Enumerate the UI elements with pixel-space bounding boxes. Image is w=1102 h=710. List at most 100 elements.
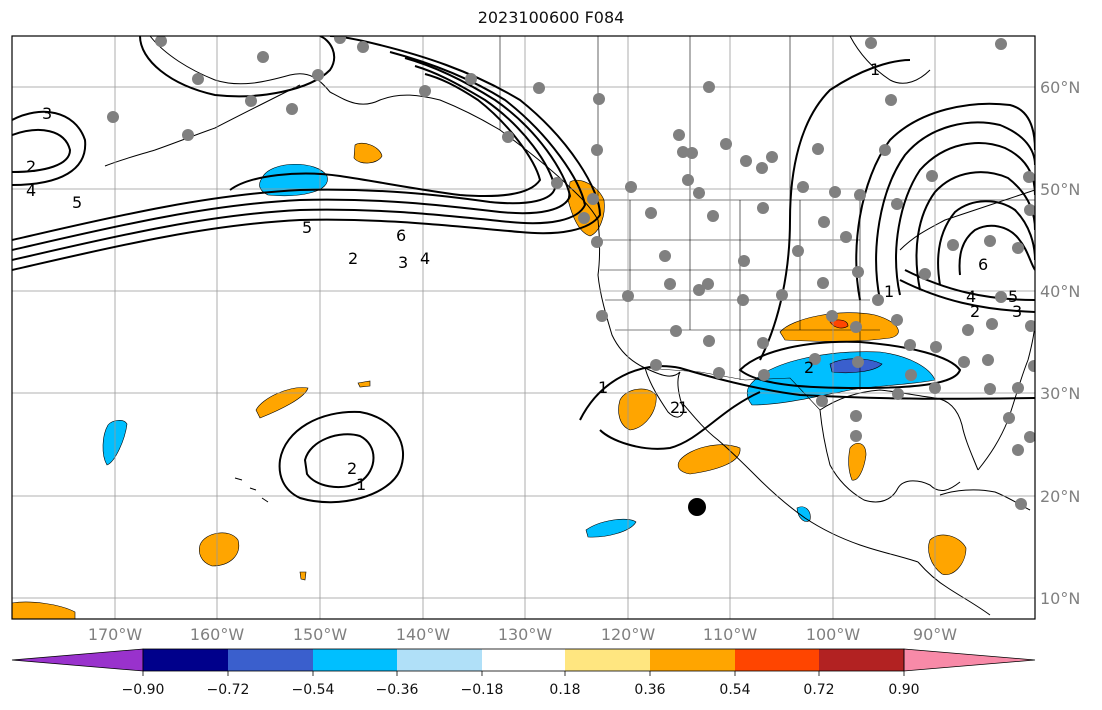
contour-baja-loop (579, 365, 1035, 421)
border-canada-provinces (597, 36, 791, 200)
colorbar-label: −0.36 (376, 682, 419, 698)
contour-north-pacific (139, 36, 336, 98)
colorbar-swatch (313, 649, 397, 671)
anomaly-pos-central-america (928, 534, 967, 576)
colorbar-tick-marks (142, 671, 905, 676)
anomaly-pos-small-1 (357, 380, 371, 388)
colorbar-label: 0.18 (549, 682, 580, 698)
storm-center-marker (688, 498, 706, 516)
map-panel: 3 2 4 5 5 6 2 3 4 1 2 1 2 1 6 1 2 3 4 5 (11, 35, 1036, 620)
colorbar-label: −0.18 (461, 682, 504, 698)
anomaly-neg-subtropical (585, 518, 637, 538)
anomaly-pos-bc (353, 142, 383, 164)
contour-baja-inner (599, 391, 761, 450)
contour-east-coast-2 (904, 269, 1035, 301)
contour-jet-outer (12, 36, 602, 271)
contour-label: 2 (348, 249, 358, 268)
lon-tick-labels: 170°W 160°W 150°W 140°W 130°W 120°W 110°… (88, 625, 957, 644)
colorbar-label: 0.36 (634, 682, 665, 698)
contour-northeast-ring-1 (855, 102, 1035, 301)
colorbar-extend-low (11, 648, 144, 672)
anomaly-pos-hawaii (199, 532, 240, 567)
contour-label: 1 (356, 475, 366, 494)
anomaly-pos-southern-plains-core (829, 319, 849, 329)
lat-tick-label: 20°N (1040, 487, 1080, 506)
colorbar-swatch (735, 649, 819, 671)
colorbar-frame (142, 648, 905, 672)
contour-label: 3 (42, 104, 52, 123)
contour-lines (12, 36, 1035, 504)
contour-label: 6 (396, 226, 406, 245)
lat-tick-label: 30°N (1040, 384, 1080, 403)
coastline-mexico-pacific (683, 404, 919, 563)
colorbar: −0.90 −0.72 −0.54 −0.36 −0.18 0.18 0.36 … (11, 648, 1036, 698)
contour-jet-3 (12, 57, 572, 251)
anomaly-pos-gulf-coast (848, 442, 867, 481)
colorbar-label: 0.54 (719, 682, 750, 698)
contour-northeast-ring-2 (875, 121, 1035, 301)
lon-tick-label: 110°W (703, 625, 758, 644)
coastline-west-coast (559, 177, 681, 377)
colorbar-swatch (565, 649, 650, 671)
coastline-hawaii (234, 477, 269, 503)
colorbar-label: 0.72 (803, 682, 834, 698)
contour-label: 2 (804, 358, 814, 377)
coastline-canada-east (899, 189, 1035, 251)
lon-tick-label: 170°W (88, 625, 143, 644)
contour-label: 2 (970, 302, 980, 321)
coastline-mexico-gulf (819, 409, 961, 503)
contour-label: 5 (72, 193, 82, 212)
lat-tick-label: 50°N (1040, 180, 1080, 199)
contour-label: 1 (870, 60, 880, 79)
map-title: 2023100600 F084 (477, 8, 625, 27)
contour-label: 3 (1012, 302, 1022, 321)
contour-label: 4 (966, 287, 976, 306)
coastline-hudson (849, 36, 931, 84)
colorbar-label: −0.54 (292, 682, 335, 698)
contour-canada-1 (759, 59, 911, 361)
contour-label: 4 (26, 181, 36, 200)
colorbar-swatch (482, 649, 565, 671)
anomaly-pos-sw-corner (12, 601, 76, 619)
lon-tick-label: 120°W (601, 625, 656, 644)
station-markers (107, 36, 1035, 510)
border-us-mexico (644, 367, 821, 411)
contour-east-coast-1 (899, 279, 1035, 313)
colorbar-label: 0.90 (888, 682, 919, 698)
contour-label: 2 (670, 398, 680, 417)
contour-label: 2 (347, 459, 357, 478)
map-frame (11, 35, 1036, 620)
colorbar-extend-high (903, 648, 1036, 672)
contour-west-ring-2 (12, 129, 72, 173)
colorbar-swatch (143, 649, 228, 671)
lat-tick-labels: 10°N 20°N 30°N 40°N 50°N 60°N (1040, 78, 1080, 608)
anomaly-pos-central-pacific (255, 387, 309, 419)
coastline-baja (644, 367, 685, 418)
gridlines (12, 36, 1035, 619)
lat-tick-label: 10°N (1040, 589, 1080, 608)
contour-label: 2 (26, 157, 36, 176)
contour-jet-2 (12, 51, 587, 261)
lon-tick-label: 150°W (293, 625, 348, 644)
contour-label: 3 (398, 253, 408, 272)
contour-label: 1 (678, 398, 688, 417)
contour-label: 4 (420, 249, 430, 268)
colorbar-swatch (650, 649, 735, 671)
coastline-central-america (917, 561, 991, 616)
lon-tick-label: 160°W (190, 625, 245, 644)
contour-label: 6 (978, 255, 988, 274)
colorbar-swatch (819, 649, 904, 671)
anomaly-neg-mexico-coast (796, 506, 811, 522)
contour-label: 5 (302, 218, 312, 237)
colorbar-label: −0.90 (122, 682, 165, 698)
contour-label: 1 (884, 282, 894, 301)
contour-central-pacific-ring (278, 410, 405, 504)
lon-tick-label: 130°W (498, 625, 553, 644)
contour-west-ring (12, 110, 87, 186)
lon-tick-label: 100°W (806, 625, 861, 644)
contour-central-pacific-inner (303, 433, 375, 489)
contour-northeast-ring-5 (937, 200, 1035, 286)
anomaly-neg-gulf (746, 351, 936, 406)
lon-tick-label: 90°W (913, 625, 957, 644)
